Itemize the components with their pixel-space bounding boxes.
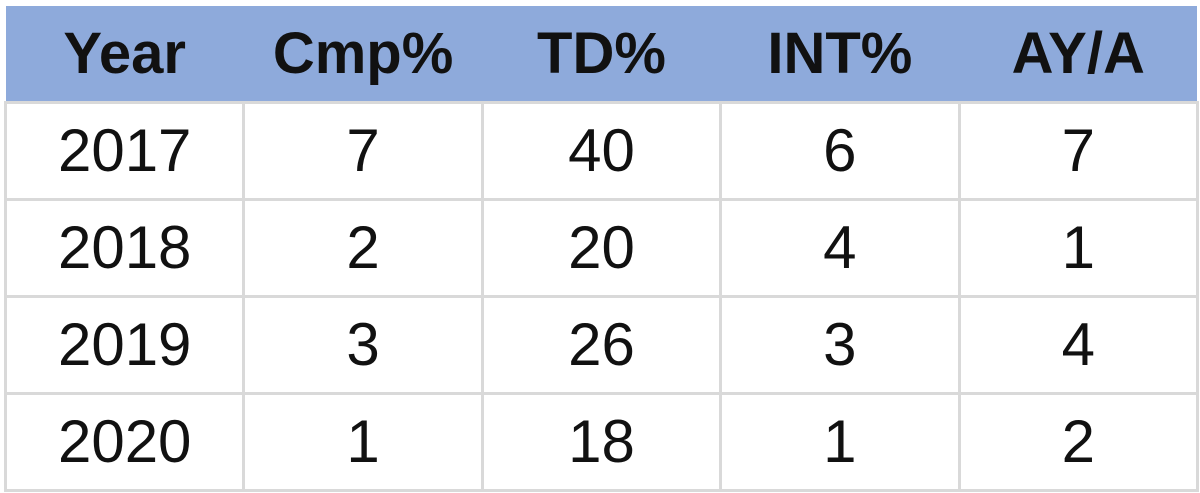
cell-int-pct[interactable]: 6 (719, 100, 961, 201)
cell-td-pct[interactable]: 18 (480, 391, 723, 492)
cell-ay-a[interactable]: 2 (957, 391, 1199, 492)
cell-td-pct[interactable]: 26 (480, 294, 723, 395)
cell-cmp-pct[interactable]: 1 (242, 391, 484, 492)
cell-cmp-pct[interactable]: 7 (242, 100, 484, 201)
cell-int-pct[interactable]: 1 (719, 391, 961, 492)
cell-cmp-pct[interactable]: 2 (242, 197, 484, 298)
cell-cmp-pct[interactable]: 3 (242, 294, 484, 395)
cell-ay-a[interactable]: 7 (957, 100, 1199, 201)
stats-table: Year Cmp% TD% INT% AY/A 2017 7 40 6 7 20… (3, 6, 1199, 492)
table-row: 2020 1 18 1 2 (3, 391, 1199, 492)
cell-year[interactable]: 2018 (3, 197, 246, 298)
column-header-year[interactable]: Year (5, 6, 244, 102)
column-header-cmp-pct[interactable]: Cmp% (243, 6, 483, 102)
table-row: 2019 3 26 3 4 (3, 294, 1199, 395)
column-header-int-pct[interactable]: INT% (720, 6, 960, 102)
column-header-td-pct[interactable]: TD% (482, 6, 721, 102)
cell-year[interactable]: 2019 (3, 294, 246, 395)
cell-ay-a[interactable]: 1 (957, 197, 1199, 298)
cell-year[interactable]: 2017 (3, 100, 246, 201)
cell-int-pct[interactable]: 3 (719, 294, 961, 395)
table-row: 2018 2 20 4 1 (3, 197, 1199, 298)
cell-year[interactable]: 2020 (3, 391, 246, 492)
cell-td-pct[interactable]: 20 (480, 197, 723, 298)
header-row: Year Cmp% TD% INT% AY/A (5, 6, 1198, 102)
cell-td-pct[interactable]: 40 (480, 100, 723, 201)
column-header-ay-a[interactable]: AY/A (959, 6, 1198, 102)
table-row: 2017 7 40 6 7 (3, 100, 1199, 201)
cell-int-pct[interactable]: 4 (719, 197, 961, 298)
cell-ay-a[interactable]: 4 (957, 294, 1199, 395)
